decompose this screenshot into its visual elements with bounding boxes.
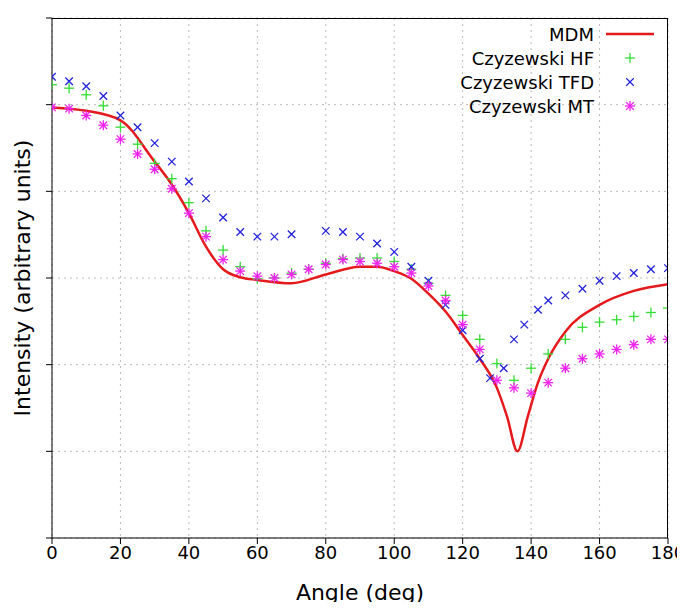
svg-text:160: 160 <box>582 542 616 563</box>
svg-text:180: 180 <box>651 542 677 563</box>
svg-text:60: 60 <box>246 542 269 563</box>
svg-text:Angle (deg): Angle (deg) <box>296 580 424 602</box>
html-text:Czyzewski MT: Czyzewski MT <box>469 95 594 117</box>
svg-text:0: 0 <box>46 542 57 563</box>
svg-text:80: 80 <box>314 542 337 563</box>
svg-text:100: 100 <box>377 542 411 563</box>
html-text:Intensity (arbitrary units): Intensity (arbitrary units) <box>9 139 35 417</box>
svg-text:120: 120 <box>445 542 479 563</box>
html-text:MDM: MDM <box>549 23 594 45</box>
html-text:Czyzewski HF: Czyzewski HF <box>471 47 594 69</box>
svg-text:40: 40 <box>177 542 200 563</box>
svg-text:20: 20 <box>109 542 132 563</box>
html-text:Czyzewski TFD: Czyzewski TFD <box>460 71 594 93</box>
svg-text:140: 140 <box>514 542 548 563</box>
